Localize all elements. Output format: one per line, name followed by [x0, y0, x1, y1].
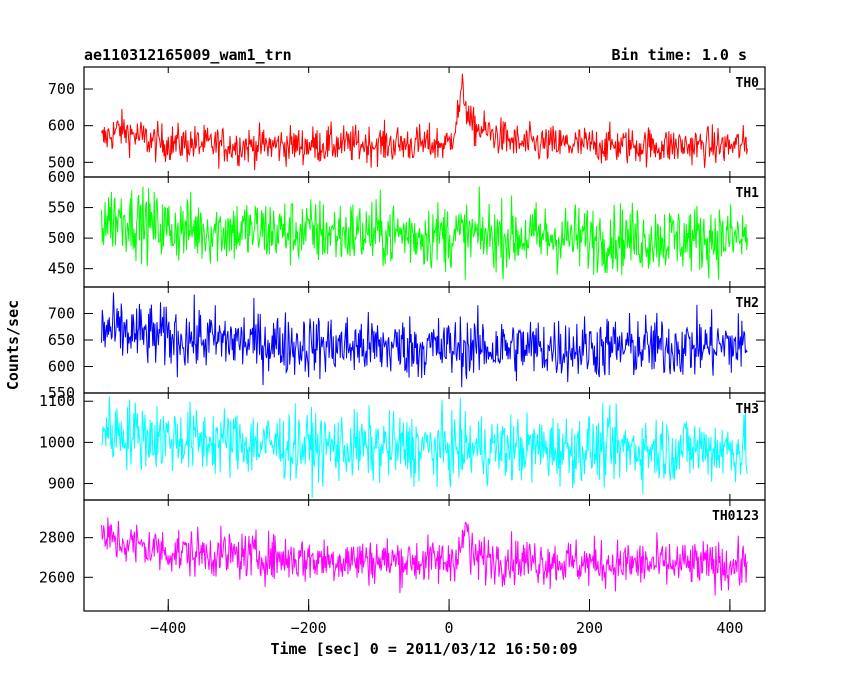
x-axis-label: Time [sec] 0 = 2011/03/12 16:50:09	[270, 640, 577, 658]
panel-label-th0123: TH0123	[712, 509, 759, 524]
y-tick-label: 550	[48, 199, 75, 217]
x-tick-label: 400	[716, 619, 743, 637]
panel-th1: 450 500 550 600 TH1	[48, 168, 766, 288]
panel-label-th3: TH3	[736, 402, 759, 417]
y-tick-label: 2600	[39, 568, 75, 586]
y-tick-label: 1100	[39, 392, 75, 410]
lightcurve-th3	[101, 396, 748, 498]
y-tick-label: 500	[48, 229, 75, 247]
x-axis: −400 −200 0 200 400	[150, 599, 743, 637]
y-tick-label: 1000	[39, 433, 75, 451]
panel-th2: 550 600 650 700 TH2	[48, 286, 766, 402]
panel-frame	[83, 66, 766, 178]
y-tick-label: 500	[48, 153, 75, 171]
bin-time-label: Bin time: 1.0 s	[612, 46, 747, 64]
panel-label-th2: TH2	[736, 296, 759, 311]
y-tick-label: 900	[48, 475, 75, 493]
y-tick-label: 700	[48, 305, 75, 323]
x-tick-label: −400	[150, 619, 186, 637]
lightcurve-th0123	[101, 517, 748, 596]
y-tick-label: 600	[48, 117, 75, 135]
chart-title: ae110312165009_wam1_trn	[84, 46, 292, 64]
x-tick-label: 200	[576, 619, 603, 637]
panel-th0: 500 600 700 TH0	[48, 66, 766, 178]
panel-th0123: 2600 2800 TH0123	[39, 499, 766, 612]
y-tick-label: 700	[48, 80, 75, 98]
y-tick-label: 550	[48, 384, 75, 402]
panel-frame	[83, 499, 766, 612]
lightcurve-th1	[101, 186, 748, 280]
lightcurve-th2	[101, 292, 748, 388]
y-tick-label: 450	[48, 260, 75, 278]
y-tick-label: 650	[48, 331, 75, 349]
lightcurve-th0	[101, 73, 748, 171]
y-tick-label: 600	[48, 168, 75, 186]
y-tick-label: 2800	[39, 529, 75, 547]
panel-label-th1: TH1	[736, 186, 760, 201]
y-axis-label: Counts/sec	[4, 300, 22, 390]
x-tick-label: 0	[445, 619, 454, 637]
panel-label-th0: TH0	[736, 76, 760, 91]
panel-th3: 900 1000 1100 TH3	[39, 392, 766, 501]
x-tick-label: −200	[291, 619, 327, 637]
y-tick-label: 600	[48, 358, 75, 376]
